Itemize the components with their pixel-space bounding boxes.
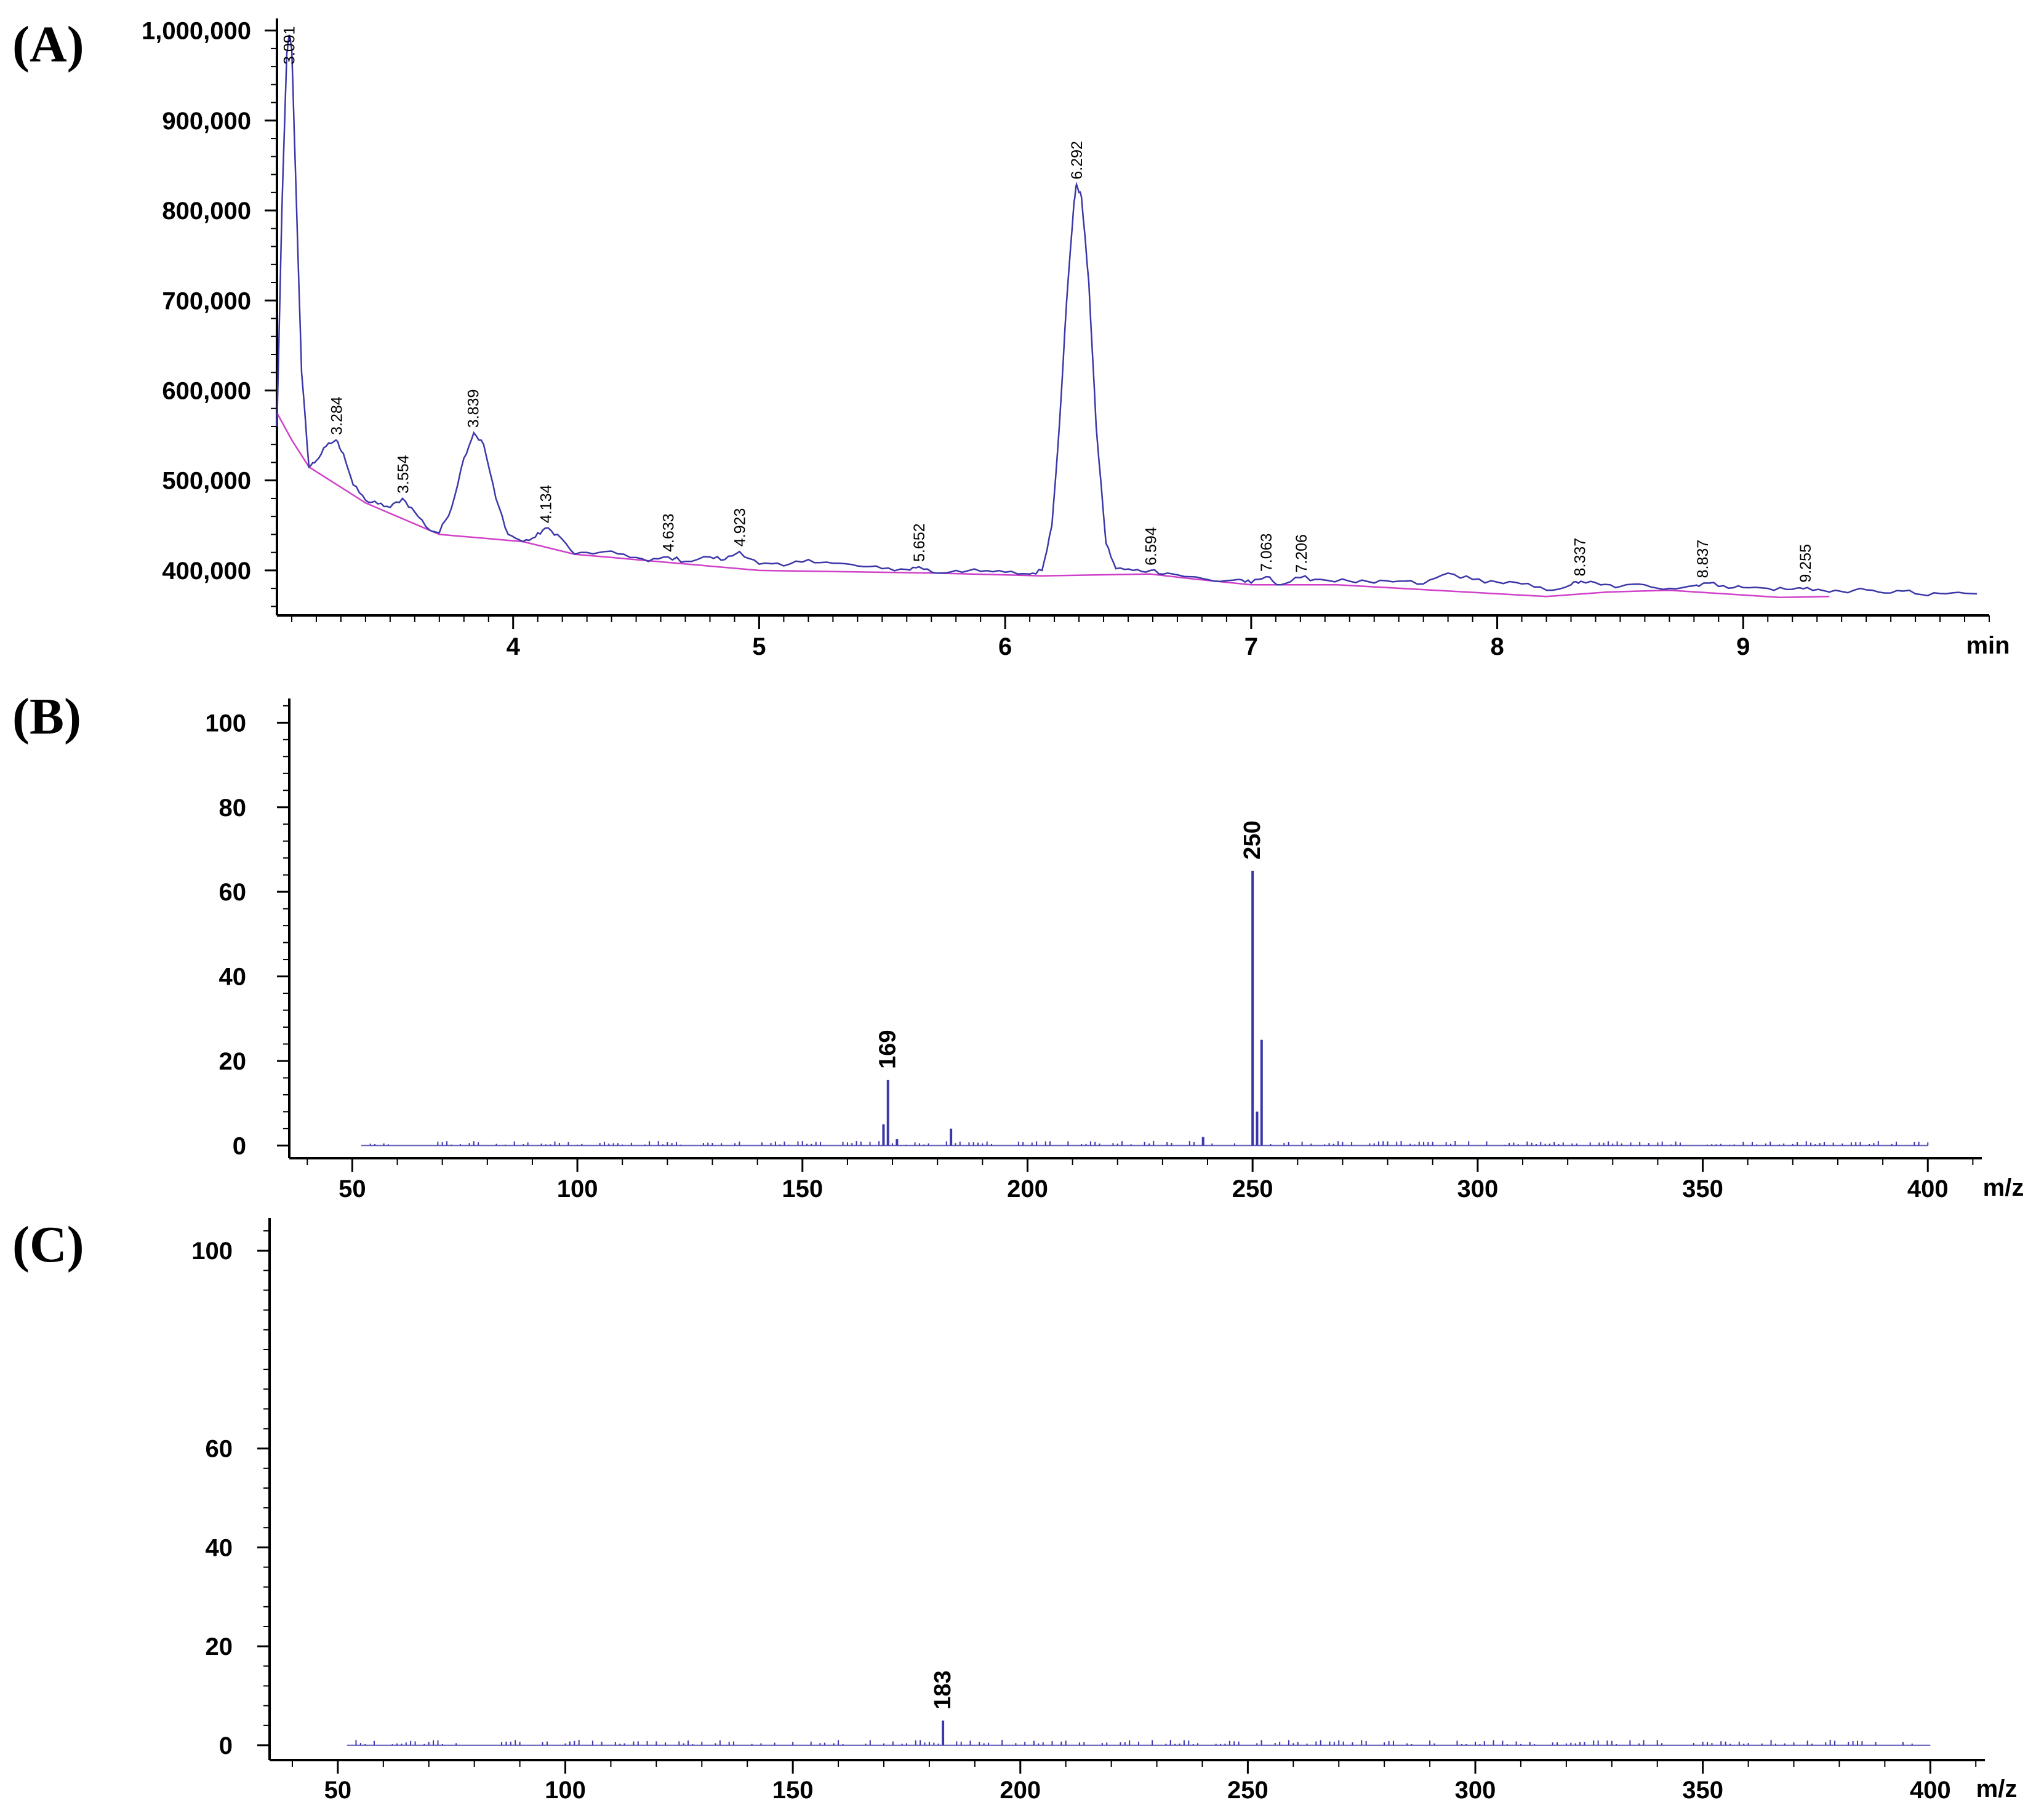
y-tick-label: 60 [219, 879, 247, 906]
panel-label: (A) [12, 16, 84, 73]
mass-spectrum-panel-b: 50 100 150 200 250 300 350 400 0 20 40 60 80 100 (B) m/… [12, 688, 2024, 1203]
peak-rt-label: 7.063 [1258, 534, 1275, 572]
x-tick-label: 6 [998, 633, 1012, 660]
y-tick-label: 40 [219, 964, 247, 991]
peak-rt-label: 3.091 [281, 26, 298, 65]
x-tick-label: 250 [1232, 1175, 1273, 1203]
x-tick-label: 100 [557, 1175, 598, 1203]
x-tick-label: 100 [545, 1777, 586, 1804]
x-tick-label: 150 [772, 1777, 814, 1804]
y-tick-label: 0 [219, 1732, 233, 1759]
peak-rt-label: 4.633 [660, 513, 678, 552]
baseline-trace [276, 412, 1830, 599]
x-tick-label: 300 [1457, 1175, 1498, 1203]
ms-peak-label: 169 [875, 1030, 901, 1068]
peak-rt-label: 4.923 [732, 508, 749, 547]
peak-rt-label: 6.292 [1068, 141, 1086, 180]
peak-rt-label: 8.837 [1694, 540, 1712, 578]
peak-rt-label: 3.554 [395, 455, 412, 494]
y-tick-label: 900,000 [162, 108, 251, 135]
x-tick-label: 150 [782, 1175, 823, 1203]
peak-rt-label: 6.594 [1143, 527, 1160, 566]
x-tick-label: 50 [339, 1175, 366, 1203]
peak-rt-label: 7.206 [1293, 534, 1310, 573]
x-tick-label: 350 [1682, 1777, 1723, 1804]
x-tick-label: 400 [1907, 1175, 1949, 1203]
y-tick-label: 600,000 [162, 377, 251, 404]
x-unit-label: m/z [1976, 1775, 2018, 1803]
x-tick-label: 300 [1455, 1777, 1496, 1804]
peak-rt-label: 9.255 [1797, 544, 1814, 583]
x-tick-label: 5 [752, 633, 766, 660]
y-tick-label: 20 [206, 1633, 233, 1660]
x-unit-label: m/z [1983, 1174, 2024, 1201]
x-tick-label: 200 [1000, 1777, 1041, 1804]
peak-rt-label: 4.134 [537, 485, 555, 524]
peak-rt-label: 8.337 [1571, 538, 1589, 577]
mass-spectrum-panel-c: 50 100 150 200 250 300 350 400 0 20 40 60 100 (C) m/z 1… [12, 1216, 2017, 1804]
x-tick-label: 250 [1227, 1777, 1268, 1804]
y-tick-label: 400,000 [162, 558, 251, 585]
panel-label: (B) [12, 688, 81, 745]
chromatogram-panel: 4 5 6 7 8 9 400,000 500,000 600,000 700,000 800,00… [12, 16, 2010, 660]
x-unit-label: min [1966, 632, 2010, 659]
peak-rt-label: 5.652 [911, 523, 928, 562]
x-tick-label: 350 [1682, 1175, 1723, 1203]
y-tick-label: 0 [233, 1132, 246, 1159]
y-tick-label: 60 [206, 1436, 233, 1463]
x-tick-label: 7 [1244, 633, 1258, 660]
y-tick-label: 80 [219, 794, 247, 822]
y-tick-label: 100 [191, 1238, 233, 1265]
y-tick-label: 800,000 [162, 198, 251, 225]
ms-peak-label: 183 [930, 1670, 956, 1709]
x-tick-label: 8 [1490, 633, 1504, 660]
x-tick-label: 4 [507, 633, 521, 660]
y-tick-label: 700,000 [162, 287, 251, 314]
panel-label: (C) [12, 1216, 84, 1273]
y-tick-label: 500,000 [162, 468, 251, 495]
x-tick-label: 200 [1007, 1175, 1048, 1203]
x-tick-label: 400 [1910, 1777, 1951, 1804]
ms-peak-label: 250 [1240, 820, 1265, 859]
x-tick-label: 9 [1736, 633, 1750, 660]
y-tick-label: 20 [219, 1048, 247, 1075]
y-tick-label: 1,000,000 [142, 18, 251, 45]
chromatogram-trace [276, 34, 1978, 597]
x-tick-label: 50 [324, 1777, 352, 1804]
y-tick-label: 40 [206, 1534, 233, 1561]
peak-rt-label: 3.284 [329, 396, 346, 435]
y-tick-label: 100 [205, 710, 246, 737]
peak-rt-label: 3.839 [465, 390, 482, 428]
